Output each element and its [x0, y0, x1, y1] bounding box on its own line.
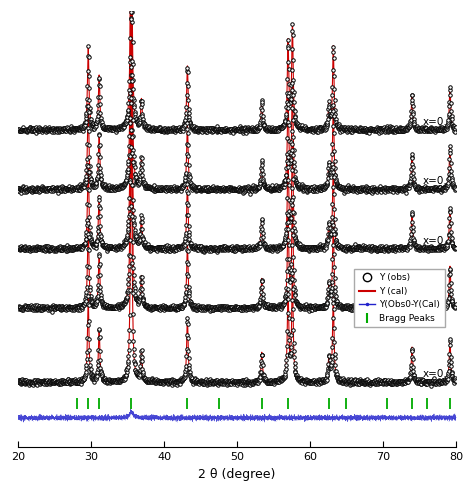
Text: x=0.4: x=0.4 [423, 117, 455, 127]
Text: x=0.0: x=0.0 [423, 369, 455, 379]
Text: x=0.1: x=0.1 [423, 295, 455, 305]
Text: x=0.3: x=0.3 [423, 176, 455, 186]
Text: x=0.2: x=0.2 [423, 236, 455, 246]
X-axis label: 2 θ (degree): 2 θ (degree) [198, 468, 276, 481]
Legend: Y (obs), Y (cal), Y(Obs0-Y(Cal), Bragg Peaks: Y (obs), Y (cal), Y(Obs0-Y(Cal), Bragg P… [354, 269, 445, 327]
